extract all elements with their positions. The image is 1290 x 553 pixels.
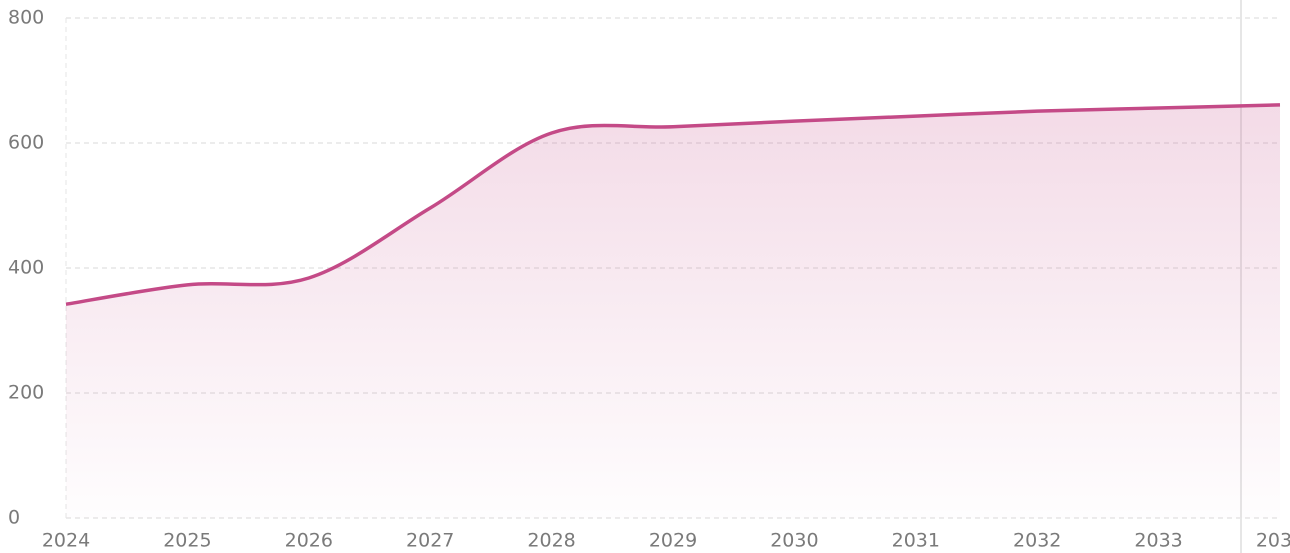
x-tick-label: 2034 (1256, 530, 1290, 552)
x-tick-label: 2028 (527, 530, 575, 552)
x-tick-label: 2025 (163, 530, 211, 552)
x-tick-label: 2029 (649, 530, 697, 552)
y-tick-label: 0 (8, 507, 20, 529)
area-fill (66, 104, 1280, 518)
x-tick-label: 2032 (1013, 530, 1061, 552)
x-tick-label: 2033 (1134, 530, 1182, 552)
x-tick-label: 2024 (42, 530, 90, 552)
y-tick-label: 200 (8, 382, 44, 404)
x-tick-label: 2030 (770, 530, 818, 552)
x-tick-label: 2031 (892, 530, 940, 552)
x-tick-label: 2027 (406, 530, 454, 552)
y-tick-label: 400 (8, 257, 44, 279)
area-line (65, 103, 1281, 306)
y-tick-label: 800 (8, 7, 44, 29)
y-tick-label: 600 (8, 132, 44, 154)
x-tick-label: 2026 (285, 530, 333, 552)
